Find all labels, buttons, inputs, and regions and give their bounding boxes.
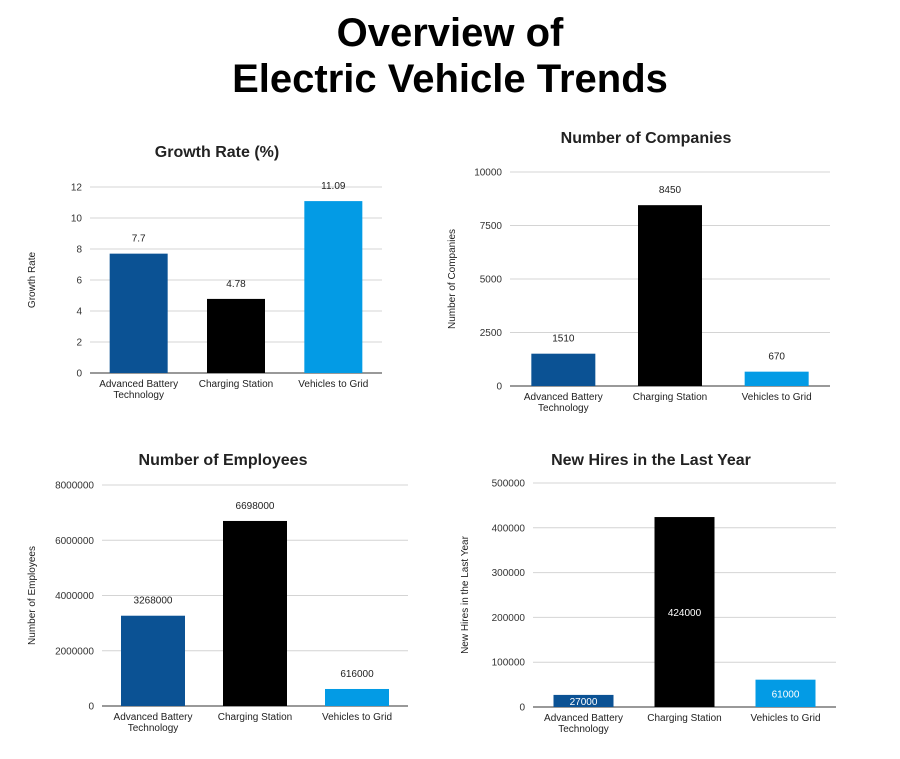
y-tick-label: 500000 [492, 479, 526, 490]
y-tick-label: 0 [519, 703, 525, 714]
y-tick-label: 5000 [480, 275, 503, 286]
x-category-label: Advanced Battery [544, 713, 623, 724]
x-category-label: Charging Station [199, 379, 274, 390]
chart-title: Number of Companies [561, 130, 732, 147]
y-tick-label: 2 [76, 338, 82, 349]
number-of-companies-chart-svg: Number of Companies Number of Companies 0 2… [447, 130, 830, 414]
y-axis-label: Number of Employees [27, 546, 38, 645]
x-category-label: Charging Station [633, 392, 708, 403]
growth-rate-chart: Growth Rate (%) Growth Rate 0 2 4 6 8 10 12 7.7 Ad… [20, 130, 420, 410]
bar [654, 517, 715, 707]
x-category-label: Vehicles to Grid [322, 712, 392, 723]
bar [755, 679, 816, 707]
y-tick-label: 200000 [492, 613, 526, 624]
bar [325, 688, 389, 706]
data-label: 616000 [340, 669, 374, 680]
data-label: 61000 [772, 689, 800, 700]
page-title-line-1: Overview of [336, 11, 564, 55]
y-tick-label: 400000 [492, 523, 526, 534]
y-tick-label: 300000 [492, 568, 526, 579]
y-tick-label: 8000000 [55, 481, 94, 492]
data-label: 6698000 [236, 501, 275, 512]
chart-title: Number of Employees [139, 452, 308, 469]
page-title-line-2: Electric Vehicle Trends [232, 57, 668, 101]
x-category-label: Technology [538, 403, 589, 414]
x-category-label: Vehicles to Grid [750, 713, 820, 724]
y-tick-label: 7500 [480, 221, 503, 232]
y-tick-label: 100000 [492, 658, 526, 669]
y-tick-label: 0 [496, 382, 502, 393]
y-tick-label: 10000 [474, 168, 502, 179]
y-tick-label: 2500 [480, 328, 503, 339]
data-label: 7.7 [132, 234, 146, 245]
bar [744, 371, 809, 386]
bar [304, 201, 363, 373]
y-axis-label: Growth Rate [27, 251, 38, 308]
number-of-companies-chart: Number of Companies Number of Companies 0 2… [440, 120, 860, 420]
data-label: 8450 [659, 185, 682, 196]
bar [531, 353, 596, 386]
page-title: Overview of Electric Vehicle Trends [0, 10, 900, 102]
new-hires-chart-svg: New Hires in the Last Year New Hires in t… [460, 452, 836, 735]
data-label: 424000 [668, 608, 702, 619]
number-of-employees-chart-svg: Number of Employees Number of Employees 0 2… [27, 452, 408, 734]
bar [638, 205, 702, 386]
growth-rate-chart-svg: Growth Rate (%) Growth Rate 0 2 4 6 8 10 12 7.7 Ad… [27, 144, 382, 401]
x-category-label: Technology [128, 723, 179, 734]
x-category-label: Vehicles to Grid [742, 392, 812, 403]
y-tick-label: 4 [76, 307, 82, 318]
x-category-label: Advanced Battery [114, 712, 193, 723]
x-category-label: Vehicles to Grid [298, 379, 368, 390]
x-category-label: Charging Station [218, 712, 293, 723]
data-label: 670 [768, 352, 785, 363]
y-tick-label: 0 [88, 702, 94, 713]
x-category-label: Technology [558, 724, 609, 735]
bar [109, 253, 168, 373]
data-label: 3268000 [134, 596, 173, 607]
y-tick-label: 10 [71, 214, 83, 225]
new-hires-chart: New Hires in the Last Year New Hires in t… [450, 440, 870, 740]
y-tick-label: 12 [71, 183, 83, 194]
y-tick-label: 2000000 [55, 646, 94, 657]
x-category-label: Technology [113, 390, 164, 401]
data-label: 1510 [552, 334, 575, 345]
y-tick-label: 8 [76, 245, 82, 256]
x-category-label: Charging Station [647, 713, 722, 724]
bar [207, 298, 265, 373]
bar [553, 694, 614, 707]
chart-title: New Hires in the Last Year [551, 452, 751, 469]
y-axis-label: New Hires in the Last Year [460, 535, 471, 654]
data-label: 11.09 [321, 181, 346, 192]
data-label: 4.78 [226, 279, 246, 290]
y-tick-label: 6 [76, 276, 82, 287]
x-category-label: Advanced Battery [524, 392, 603, 403]
y-tick-label: 0 [76, 369, 82, 380]
data-label: 27000 [570, 697, 598, 708]
chart-title: Growth Rate (%) [155, 144, 279, 161]
y-axis-label: Number of Companies [447, 229, 458, 329]
y-tick-label: 6000000 [55, 536, 94, 547]
bar [223, 520, 287, 706]
y-tick-label: 4000000 [55, 591, 94, 602]
x-category-label: Advanced Battery [99, 379, 178, 390]
number-of-employees-chart: Number of Employees Number of Employees 0 2… [20, 440, 440, 740]
bar [121, 615, 185, 706]
